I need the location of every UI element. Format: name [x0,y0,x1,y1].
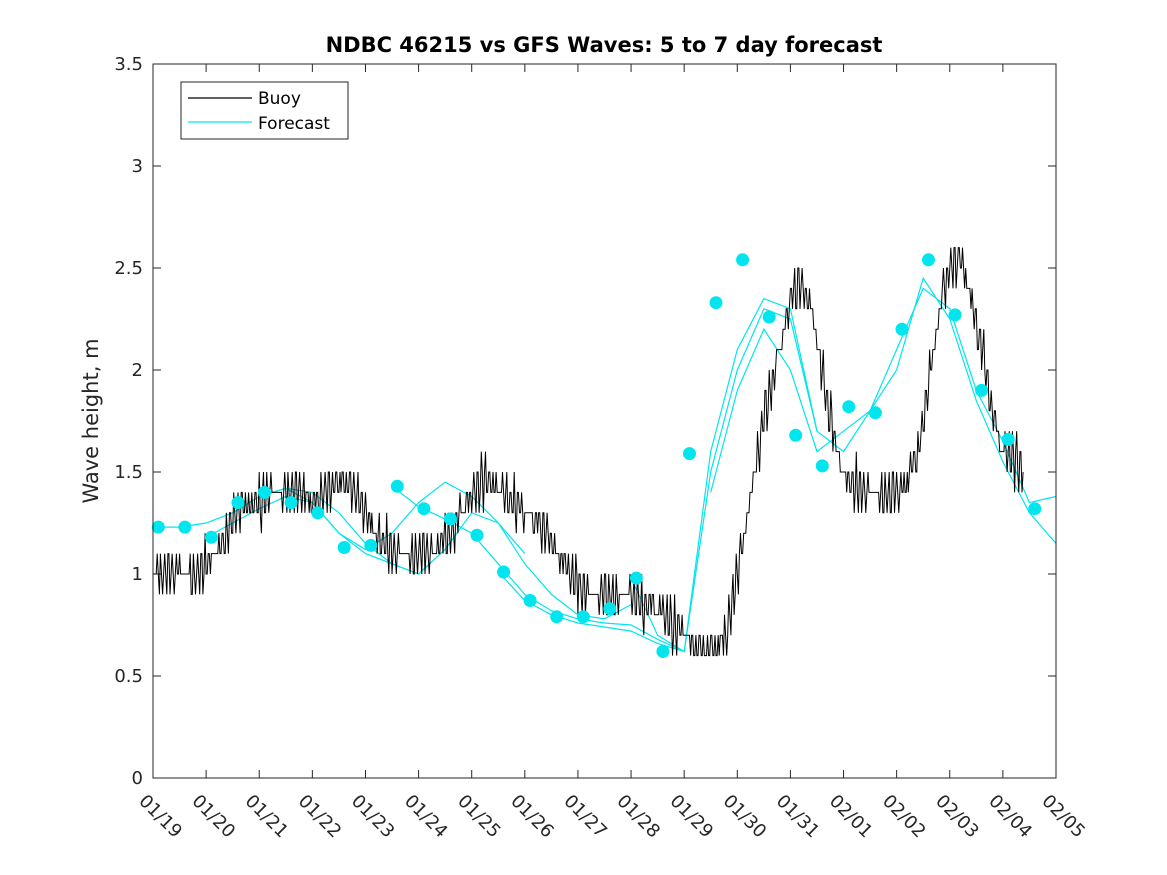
forecast-marker [762,310,776,324]
x-tick-label: 01/23 [347,791,399,843]
legend-box [180,81,349,140]
x-tick-label: 01/21 [241,791,293,843]
x-tick-label: 01/24 [400,791,452,843]
y-tick-label: 3 [132,156,143,177]
forecast-line [391,485,685,653]
y-ticks: 0 0.5 1 1.5 2 2.5 3 3.5 [114,54,1056,789]
forecast-marker [815,459,829,473]
x-tick-label: 02/04 [984,791,1036,843]
y-tick-label: 0 [132,768,143,789]
forecast-marker [656,645,670,658]
forecast-marker [868,406,882,420]
x-tick-label: 01/25 [453,791,505,843]
x-tick-label: 01/29 [666,791,718,843]
forecast-marker [550,610,564,624]
chart-title: NDBC 46215 vs GFS Waves: 5 to 7 day fore… [326,33,883,57]
forecast-marker [895,322,909,336]
x-tick-label: 01/30 [719,791,771,843]
plot-area [153,64,1056,778]
x-tick-label: 01/19 [134,791,186,843]
x-tick-label: 02/03 [931,791,983,843]
forecast-marker [470,528,484,542]
legend-forecast-label: Forecast [258,114,330,134]
x-tick-label: 01/20 [188,791,240,843]
forecast-marker [231,496,245,510]
forecast-marker [922,253,935,267]
x-tick-label: 02/05 [1037,791,1089,843]
legend-buoy-label: Buoy [258,89,301,109]
forecast-marker [709,296,723,310]
forecast-marker [736,253,750,267]
forecast-marker [497,565,511,579]
y-tick-label: 1.5 [114,462,143,483]
forecast-marker [523,594,537,607]
y-tick-label: 2 [132,360,143,381]
forecast-line [205,481,526,554]
x-tick-label: 01/27 [559,791,611,843]
x-tick-label: 01/26 [506,791,558,843]
axes-box [152,63,1057,779]
x-tick-label: 01/31 [772,791,824,843]
x-tick-label: 02/01 [825,791,877,843]
forecast-marker [364,538,378,552]
y-tick-label: 2.5 [114,258,143,279]
forecast-marker [975,383,989,397]
y-tick-label: 3.5 [114,54,143,75]
forecast-marker [178,520,192,534]
y-tick-label: 0.5 [114,666,143,687]
forecast-marker [390,479,404,493]
y-axis-label: Wave height, m [79,338,103,503]
forecast-marker [603,602,617,616]
forecast-line [630,287,1057,653]
forecast-marker [576,610,590,624]
x-tick-label: 01/28 [613,791,665,843]
forecast-marker [337,541,351,554]
forecast-marker [417,502,431,516]
forecast-marker [444,512,457,526]
series-layer [151,247,1057,658]
forecast-marker [683,447,696,461]
legend: Buoy Forecast [180,81,349,140]
forecast-marker [311,506,325,520]
forecast-marker [948,308,962,322]
forecast-marker [204,530,218,544]
forecast-line [259,487,632,620]
forecast-marker [1001,432,1015,446]
forecast-marker [1028,502,1042,516]
forecast-marker [284,496,298,510]
forecast-marker [258,485,271,499]
forecast-line [710,276,1057,544]
x-tick-label: 01/22 [294,791,346,843]
forecast-marker [789,428,803,442]
forecast-marker [842,400,856,414]
y-tick-label: 1 [132,564,143,585]
x-tick-label: 02/02 [878,791,930,843]
forecast-marker [629,571,643,585]
forecast-marker [151,520,165,534]
buoy-line [153,247,1024,657]
